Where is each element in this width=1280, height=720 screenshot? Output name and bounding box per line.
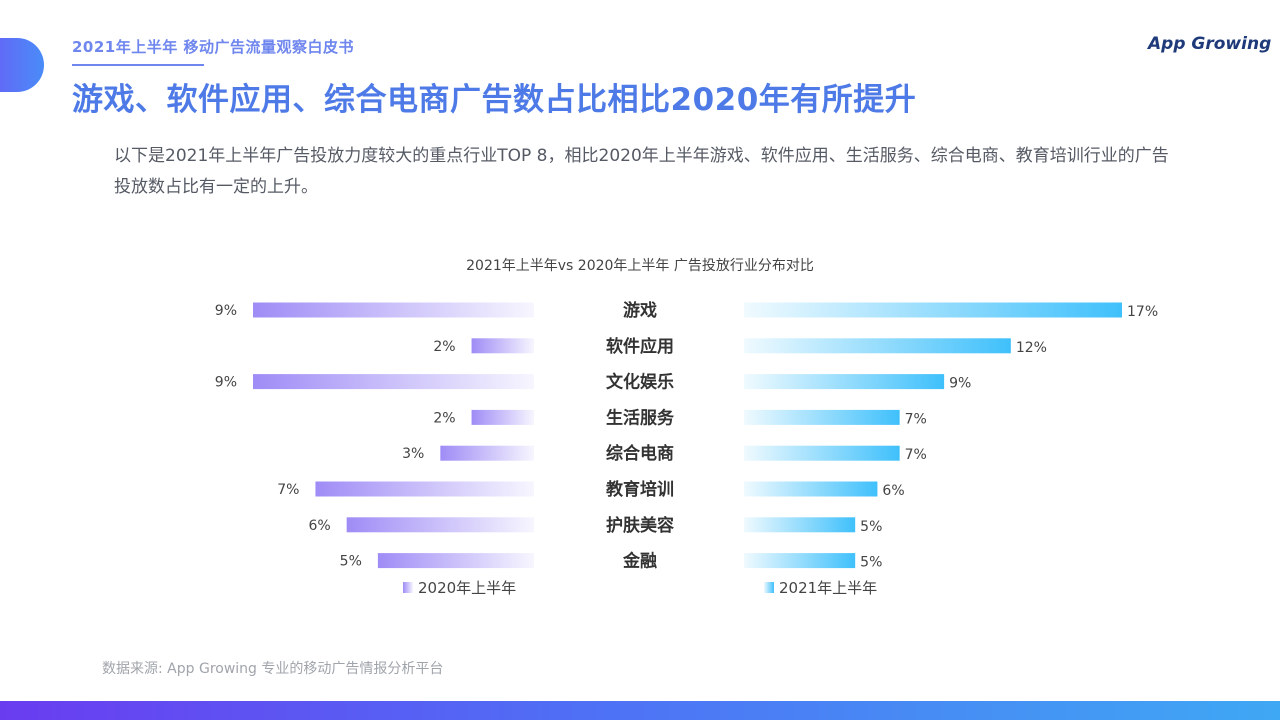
- bottom-gradient-bar: [0, 701, 1280, 720]
- data-label-2021: 9%: [949, 376, 971, 392]
- bar-2020: [346, 517, 534, 533]
- bar-2020: [315, 481, 534, 497]
- legend-label-2021: 2021年上半年: [779, 579, 877, 597]
- data-label-2021: 5%: [860, 555, 882, 571]
- data-label-2020: 2%: [433, 410, 455, 426]
- data-label-2020: 3%: [402, 446, 424, 462]
- category-label: 游戏: [623, 300, 657, 321]
- data-label-2021: 7%: [905, 411, 927, 427]
- category-label: 金融: [622, 551, 657, 572]
- bar-2021: [744, 481, 878, 497]
- bar-2021: [744, 445, 900, 461]
- bar-2020: [253, 302, 534, 318]
- data-label-2021: 17%: [1127, 304, 1158, 320]
- category-label: 护肤美容: [606, 515, 674, 536]
- data-label-2020: 6%: [308, 518, 330, 534]
- category-label: 生活服务: [606, 407, 675, 428]
- bar-2021: [744, 338, 1011, 354]
- bar-2020: [253, 374, 534, 390]
- data-label-2021: 12%: [1016, 340, 1047, 356]
- side-accent-tab: [0, 38, 44, 92]
- data-label-2021: 5%: [860, 519, 882, 535]
- data-label-2020: 5%: [340, 554, 362, 570]
- bar-2020: [471, 338, 534, 354]
- app-growing-logo: App Growing: [1148, 34, 1271, 54]
- bar-2021: [744, 409, 900, 425]
- category-label: 软件应用: [606, 336, 674, 357]
- bar-2021: [744, 517, 856, 533]
- category-label: 教育培训: [605, 479, 674, 500]
- logo-text: App Growing: [1148, 34, 1272, 54]
- bar-2020: [377, 553, 534, 569]
- data-label-2020: 2%: [433, 339, 455, 355]
- bar-2020: [471, 409, 534, 425]
- data-source-note: 数据来源: App Growing 专业的移动广告情报分析平台: [102, 661, 444, 677]
- data-label-2021: 7%: [905, 447, 927, 463]
- data-label-2020: 7%: [277, 482, 299, 498]
- bar-2021: [744, 553, 856, 569]
- legend-swatch-2020: [403, 582, 413, 593]
- report-title: 2021年上半年 移动广告流量观察白皮书: [72, 38, 354, 56]
- report-title-underline: [72, 64, 204, 66]
- data-label-2020: 9%: [215, 303, 237, 319]
- bar-2021: [744, 374, 945, 390]
- data-label-2021: 6%: [882, 483, 904, 499]
- bar-2020: [440, 445, 534, 461]
- legend-label-2020: 2020年上半年: [418, 579, 516, 597]
- category-label: 综合电商: [606, 443, 674, 464]
- category-label: 文化娱乐: [606, 372, 674, 393]
- legend-swatch-2021: [764, 582, 774, 593]
- page-title: 游戏、软件应用、综合电商广告数占比相比2020年有所提升: [72, 82, 917, 118]
- intro-paragraph: 以下是2021年上半年广告投放力度较大的重点行业TOP 8，相比2020年上半年…: [114, 146, 1169, 197]
- data-label-2020: 9%: [215, 375, 237, 391]
- bar-2021: [744, 302, 1122, 318]
- chart-title: 2021年上半年vs 2020年上半年 广告投放行业分布对比: [466, 258, 814, 274]
